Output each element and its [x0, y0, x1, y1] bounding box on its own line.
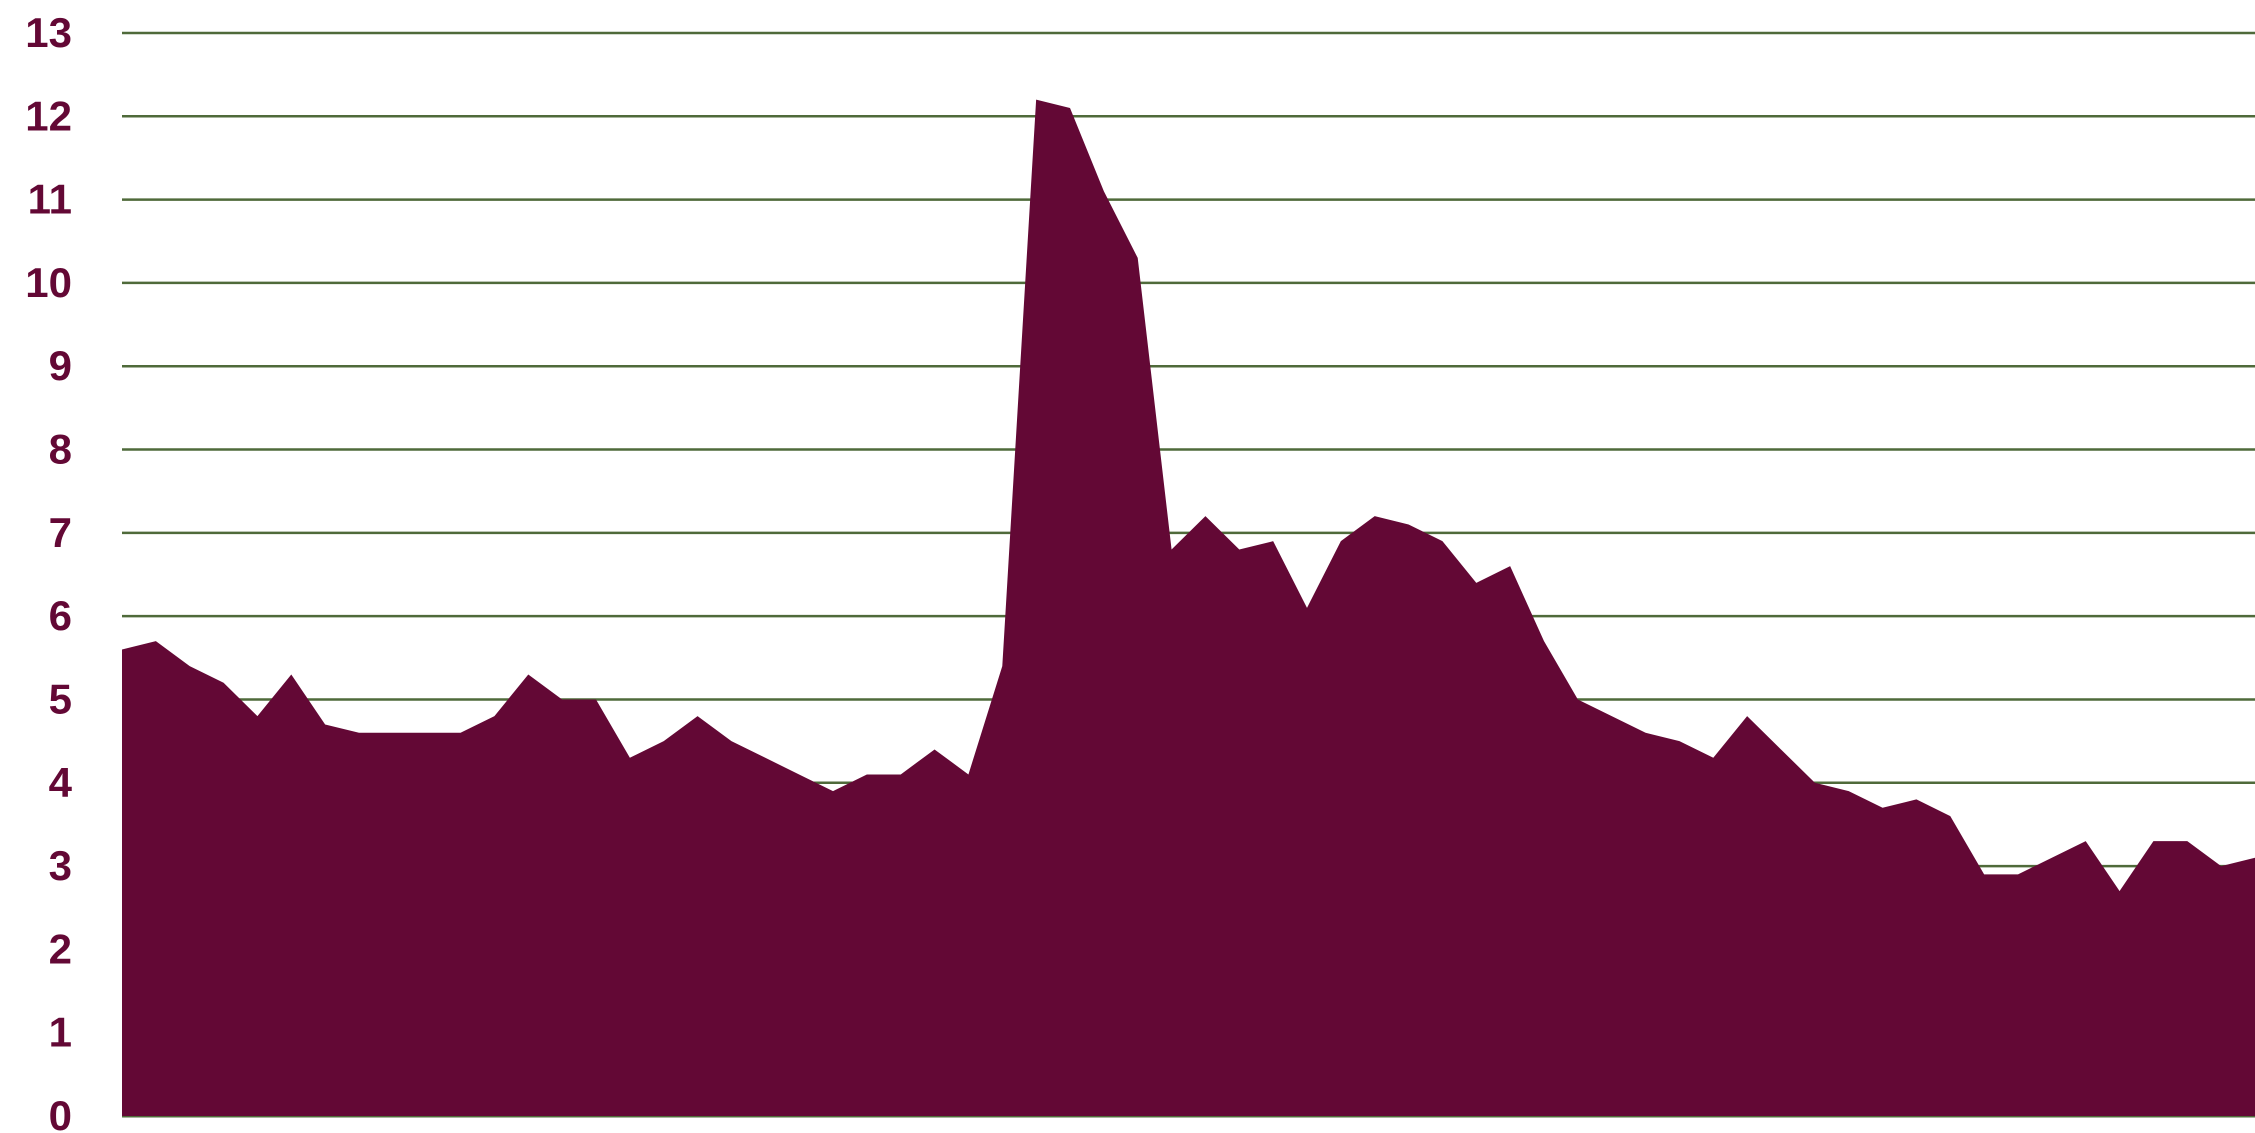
- y-tick-label: 4: [49, 759, 73, 806]
- y-tick-label: 0: [49, 1092, 72, 1133]
- y-tick-label: 10: [25, 259, 72, 306]
- y-tick-label: 7: [49, 509, 72, 556]
- y-tick-label: 12: [25, 92, 72, 139]
- y-tick-label: 9: [49, 342, 72, 389]
- y-tick-label: 6: [49, 592, 72, 639]
- y-tick-label: 11: [28, 176, 72, 223]
- y-tick-label: 2: [49, 925, 72, 972]
- area-series: [122, 99, 2255, 1116]
- area-series-0: [122, 99, 2255, 1116]
- y-tick-label: 5: [49, 675, 72, 722]
- y-tick-label: 3: [49, 842, 72, 889]
- y-tick-label: 13: [25, 9, 72, 56]
- y-tick-label: 1: [49, 1009, 72, 1056]
- y-tick-label: 8: [49, 426, 72, 473]
